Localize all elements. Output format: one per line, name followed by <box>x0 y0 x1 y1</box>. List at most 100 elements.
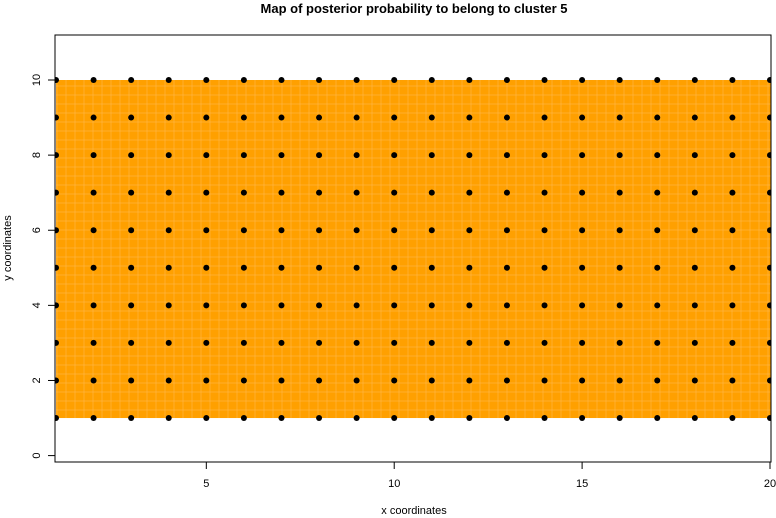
data-point <box>428 152 435 159</box>
data-point <box>55 152 59 159</box>
data-point <box>691 114 698 121</box>
data-point <box>316 152 323 159</box>
data-point <box>240 152 247 159</box>
data-point <box>55 189 59 196</box>
data-point <box>654 114 661 121</box>
data-point <box>128 415 135 422</box>
data-point <box>353 77 360 83</box>
data-point <box>466 152 473 159</box>
plot-frame <box>54 34 772 463</box>
data-point <box>240 377 247 384</box>
data-point <box>654 377 661 384</box>
data-point <box>55 77 59 83</box>
data-point <box>729 152 736 159</box>
data-point <box>165 114 172 121</box>
data-point <box>767 415 771 422</box>
data-point <box>541 377 548 384</box>
data-point <box>316 227 323 234</box>
data-point <box>278 227 285 234</box>
x-tick-label: 5 <box>203 478 209 490</box>
data-point <box>767 339 771 346</box>
data-point <box>203 114 210 121</box>
data-point <box>466 114 473 121</box>
data-point <box>278 302 285 309</box>
data-point <box>503 377 510 384</box>
y-tick-label: 8 <box>31 152 43 158</box>
data-point <box>466 264 473 271</box>
probability-fill <box>56 80 771 419</box>
data-point <box>391 302 398 309</box>
data-point <box>128 152 135 159</box>
data-point <box>729 189 736 196</box>
data-point <box>353 189 360 196</box>
y-tick-label: 10 <box>31 74 43 86</box>
y-tick-label: 4 <box>31 302 43 308</box>
data-point <box>240 114 247 121</box>
data-point <box>503 415 510 422</box>
data-point <box>203 377 210 384</box>
data-point <box>316 264 323 271</box>
data-point <box>128 302 135 309</box>
data-point <box>428 189 435 196</box>
data-point <box>466 339 473 346</box>
data-point <box>616 152 623 159</box>
data-point <box>579 339 586 346</box>
data-point <box>654 152 661 159</box>
data-point <box>391 415 398 422</box>
data-point <box>729 339 736 346</box>
data-point <box>316 339 323 346</box>
data-point <box>616 189 623 196</box>
data-point <box>767 152 771 159</box>
data-point <box>691 415 698 422</box>
data-point <box>428 114 435 121</box>
data-point <box>90 152 97 159</box>
data-point <box>165 227 172 234</box>
data-point <box>353 152 360 159</box>
data-point <box>729 264 736 271</box>
data-point <box>278 415 285 422</box>
data-point <box>616 339 623 346</box>
data-point <box>165 302 172 309</box>
data-point <box>55 264 59 271</box>
data-point <box>579 152 586 159</box>
data-point <box>729 377 736 384</box>
data-point <box>353 264 360 271</box>
data-point <box>541 189 548 196</box>
data-point <box>278 264 285 271</box>
data-point <box>466 227 473 234</box>
data-point <box>203 302 210 309</box>
data-point <box>90 415 97 422</box>
data-point <box>165 339 172 346</box>
data-point <box>654 264 661 271</box>
x-tick-label: 15 <box>576 478 588 490</box>
data-point <box>90 189 97 196</box>
data-point <box>391 339 398 346</box>
data-point <box>55 339 59 346</box>
data-point <box>616 264 623 271</box>
data-point <box>691 152 698 159</box>
data-point <box>503 114 510 121</box>
y-tick-label: 2 <box>31 377 43 383</box>
data-point <box>729 77 736 83</box>
data-point <box>316 114 323 121</box>
data-point <box>316 302 323 309</box>
data-point <box>616 227 623 234</box>
data-point <box>616 302 623 309</box>
data-point <box>90 339 97 346</box>
data-point <box>391 114 398 121</box>
data-point <box>278 77 285 83</box>
data-point <box>353 339 360 346</box>
data-point <box>391 227 398 234</box>
data-point <box>90 377 97 384</box>
x-tick-label: 20 <box>764 478 776 490</box>
data-point <box>240 339 247 346</box>
data-point <box>165 77 172 83</box>
data-point <box>203 77 210 83</box>
data-point <box>90 77 97 83</box>
data-point <box>128 77 135 83</box>
data-point <box>541 152 548 159</box>
data-point <box>654 189 661 196</box>
data-point <box>654 339 661 346</box>
data-point <box>767 77 771 83</box>
